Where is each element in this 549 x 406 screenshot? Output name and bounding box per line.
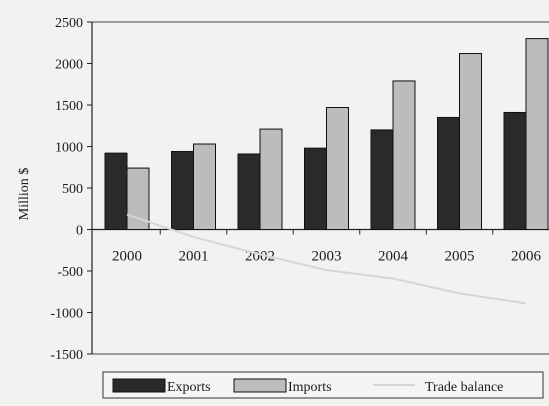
legend-box xyxy=(102,371,544,399)
bar-exports-2003 xyxy=(304,147,327,230)
legend-label-trade-balance: Trade balance xyxy=(425,380,503,395)
y-tick-label: 1500 xyxy=(55,99,83,114)
y-tick-label: -500 xyxy=(57,265,83,280)
legend-label-exports: Exports xyxy=(167,380,211,395)
bar-imports-2001 xyxy=(193,143,216,230)
bar-imports-2004 xyxy=(392,80,416,231)
plot-area: 2500 2000 1500 1000 500 0 -500 -1000 -1500 2000 20… xyxy=(50,16,549,363)
x-tick-label: 2005 xyxy=(445,249,475,265)
y-tick-label: -1000 xyxy=(50,307,83,322)
bar-exports-2006 xyxy=(503,111,527,230)
x-tick-label: 2006 xyxy=(511,249,542,265)
x-tick-label: 2003 xyxy=(312,249,342,265)
x-tick-label: 2000 xyxy=(112,249,142,265)
line-trade-balance xyxy=(126,213,527,305)
bar-imports-2003 xyxy=(326,106,349,230)
legend-label-imports: Imports xyxy=(288,380,332,395)
y-tick-label: 500 xyxy=(62,182,83,197)
x-tick-label: 2001 xyxy=(179,249,209,265)
bar-imports-2000 xyxy=(126,167,150,230)
y-axis-title: Million $ xyxy=(17,168,32,221)
bar-exports-2001 xyxy=(171,150,194,230)
bar-exports-2005 xyxy=(437,116,460,230)
y-tick-label: 2500 xyxy=(55,16,83,31)
legend: Exports Imports Trade balance xyxy=(102,371,544,399)
bar-exports-2004 xyxy=(370,129,394,230)
bar-imports-2006 xyxy=(525,38,549,230)
legend-swatch-imports xyxy=(233,378,287,393)
bar-exports-2000 xyxy=(104,152,128,230)
y-tick-label: 1000 xyxy=(55,141,83,156)
legend-swatch-exports xyxy=(112,378,166,393)
x-tick-label: 2004 xyxy=(378,249,409,265)
bar-imports-2002 xyxy=(259,128,283,231)
y-tick-label: -1500 xyxy=(50,348,83,363)
bar-imports-2005 xyxy=(459,53,482,231)
y-tick-label: 0 xyxy=(76,224,83,239)
bar-exports-2002 xyxy=(237,153,261,230)
y-tick-label: 2000 xyxy=(55,58,83,73)
